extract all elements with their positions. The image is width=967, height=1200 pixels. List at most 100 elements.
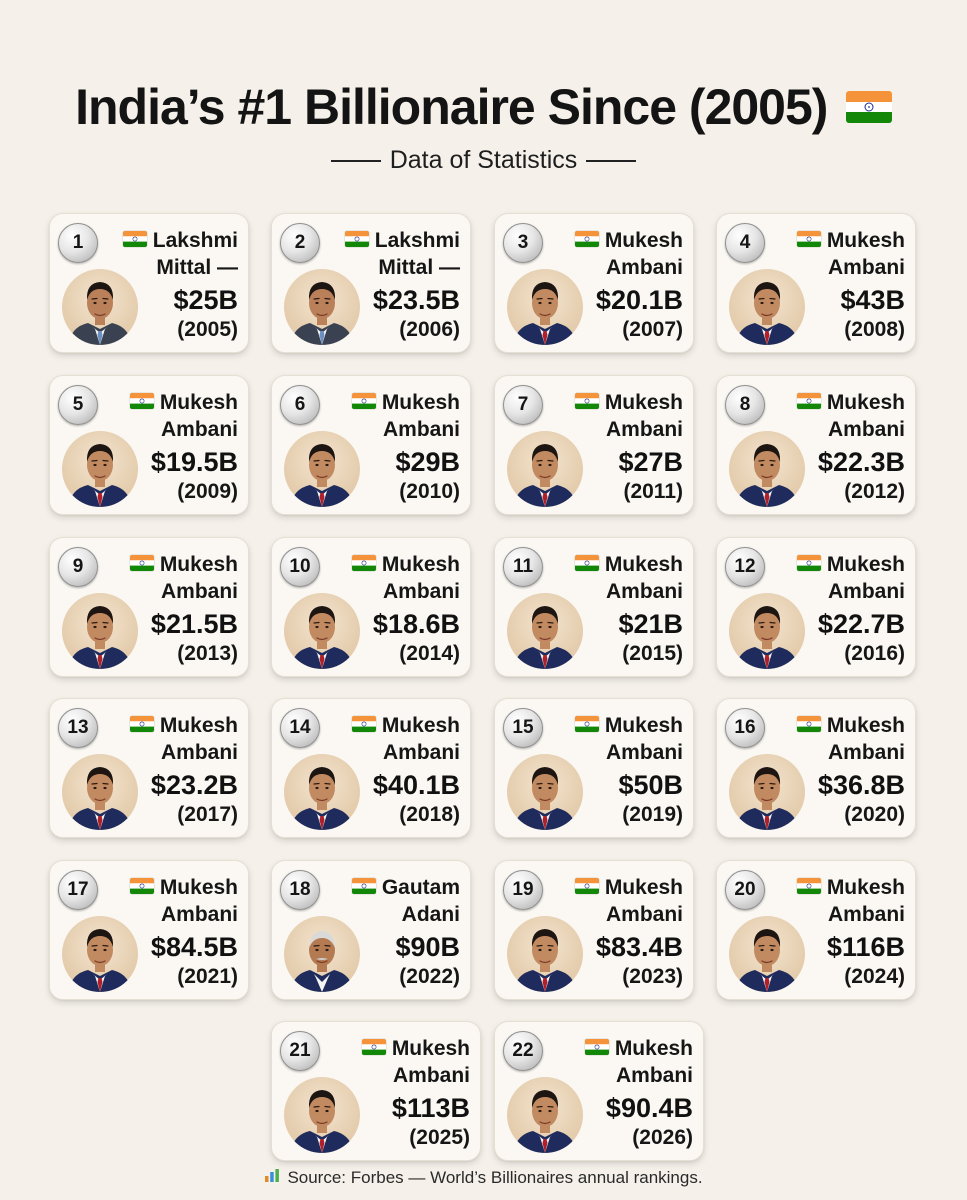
- page-title: India’s #1 Billionaire Since (2005): [75, 79, 828, 135]
- rank-badge: 3: [503, 223, 543, 263]
- avatar: [729, 593, 805, 669]
- india-flag-icon: [574, 393, 599, 410]
- first-name: Lakshmi: [152, 229, 238, 252]
- avatar: [284, 754, 360, 830]
- india-flag-icon: [129, 878, 154, 895]
- rank-badge: 17: [58, 870, 98, 910]
- card-text: Mukesh Ambani $84.5B (2021): [129, 874, 238, 990]
- last-name: Ambani: [827, 741, 905, 764]
- avatar: [284, 1077, 360, 1153]
- name-line-1: Mukesh: [574, 227, 683, 254]
- rank-badge: 13: [58, 708, 98, 748]
- rank-badge: 6: [280, 385, 320, 425]
- billionaire-card: 5 Mukesh Ambani $19.5B (2009): [49, 375, 249, 515]
- card-text: Mukesh Ambani $113B (2025): [361, 1035, 470, 1151]
- card-text: Mukesh Ambani $43B (2008): [796, 227, 905, 343]
- last-name: Ambani: [605, 903, 683, 926]
- avatar: [62, 916, 138, 992]
- year: (2025): [409, 1126, 470, 1149]
- card-text: Lakshmi Mittal — $23.5B (2006): [344, 227, 460, 343]
- last-name: Ambani: [382, 741, 460, 764]
- name-line-1: Mukesh: [796, 389, 905, 416]
- india-flag-icon: [796, 555, 821, 572]
- avatar: [507, 916, 583, 992]
- last-name: Ambani: [160, 418, 238, 441]
- card-text: Mukesh Ambani $19.5B (2009): [129, 389, 238, 505]
- first-name: Mukesh: [381, 714, 460, 737]
- india-flag-icon: [574, 555, 599, 572]
- billionaire-card: 17 Mukesh Ambani $84.5B (2021): [49, 860, 249, 1000]
- rank-badge: 18: [280, 870, 320, 910]
- name-line-1: Mukesh: [129, 551, 238, 578]
- avatar: [729, 916, 805, 992]
- name-line-1: Mukesh: [351, 389, 460, 416]
- subtitle-rule-right: [586, 159, 637, 162]
- net-worth: $84.5B: [150, 932, 238, 962]
- india-flag-icon: [129, 555, 154, 572]
- card-text: Mukesh Ambani $22.7B (2016): [796, 551, 905, 667]
- net-worth: $19.5B: [150, 447, 238, 477]
- billionaire-card: 9 Mukesh Ambani $21.5B (2013): [49, 537, 249, 677]
- year: (2015): [622, 642, 683, 665]
- india-flag-icon: [351, 878, 376, 895]
- billionaire-card: 13 Mukesh Ambani $23.2B (2017): [49, 698, 249, 838]
- net-worth: $50B: [618, 770, 683, 800]
- india-flag-icon: [574, 231, 599, 248]
- avatar: [284, 916, 360, 992]
- billionaire-card: 16 Mukesh Ambani $36.8B (2020): [716, 698, 916, 838]
- year: (2024): [844, 965, 905, 988]
- last-name: Mittal —: [378, 256, 460, 279]
- year: (2012): [844, 480, 905, 503]
- last-name: Ambani: [382, 418, 460, 441]
- india-flag-icon: [796, 878, 821, 895]
- year: (2007): [622, 318, 683, 341]
- card-text: Mukesh Ambani $90.4B (2026): [584, 1035, 693, 1151]
- name-line-1: Lakshmi: [122, 227, 238, 254]
- first-name: Mukesh: [604, 714, 683, 737]
- india-flag-icon: [796, 393, 821, 410]
- name-line-1: Mukesh: [574, 389, 683, 416]
- year: (2014): [399, 642, 460, 665]
- year: (2026): [632, 1126, 693, 1149]
- card-text: Mukesh Ambani $29B (2010): [351, 389, 460, 505]
- india-flag-icon: [574, 878, 599, 895]
- avatar: [284, 431, 360, 507]
- net-worth: $40.1B: [372, 770, 460, 800]
- avatar: [284, 593, 360, 669]
- first-name: Mukesh: [826, 714, 905, 737]
- first-name: Mukesh: [381, 391, 460, 414]
- india-flag-icon: [584, 1039, 609, 1056]
- subtitle-rule-left: [330, 159, 381, 162]
- source-footer: Source: Forbes — World’s Billionaires an…: [0, 1167, 967, 1188]
- billionaire-card: 1 Lakshmi Mittal — $25B (2005): [49, 213, 249, 353]
- name-line-1: Gautam: [351, 874, 460, 901]
- subtitle-row: Data of Statistics: [0, 146, 967, 175]
- rank-badge: 11: [503, 547, 543, 587]
- card-text: Mukesh Ambani $20.1B (2007): [574, 227, 683, 343]
- billionaire-card: 18 Gautam Adani $90B (2022): [271, 860, 471, 1000]
- first-name: Mukesh: [826, 553, 905, 576]
- net-worth: $25B: [173, 285, 238, 315]
- india-flag-icon: [351, 393, 376, 410]
- first-name: Mukesh: [604, 876, 683, 899]
- net-worth: $36.8B: [817, 770, 905, 800]
- name-line-1: Mukesh: [796, 712, 905, 739]
- india-flag-icon: [122, 231, 147, 248]
- rank-badge: 10: [280, 547, 320, 587]
- title-row: India’s #1 Billionaire Since (2005): [0, 78, 967, 136]
- last-name: Ambani: [605, 580, 683, 603]
- avatar: [62, 593, 138, 669]
- net-worth: $90.4B: [605, 1093, 693, 1123]
- net-worth: $20.1B: [595, 285, 683, 315]
- avatar: [62, 431, 138, 507]
- net-worth: $90B: [395, 932, 460, 962]
- last-name: Ambani: [392, 1064, 470, 1087]
- last-name: Ambani: [605, 256, 683, 279]
- net-worth: $22.3B: [817, 447, 905, 477]
- year: (2023): [622, 965, 683, 988]
- india-flag-icon: [796, 716, 821, 733]
- card-text: Lakshmi Mittal — $25B (2005): [122, 227, 238, 343]
- name-line-1: Mukesh: [574, 874, 683, 901]
- card-text: Mukesh Ambani $23.2B (2017): [129, 712, 238, 828]
- card-text: Mukesh Ambani $27B (2011): [574, 389, 683, 505]
